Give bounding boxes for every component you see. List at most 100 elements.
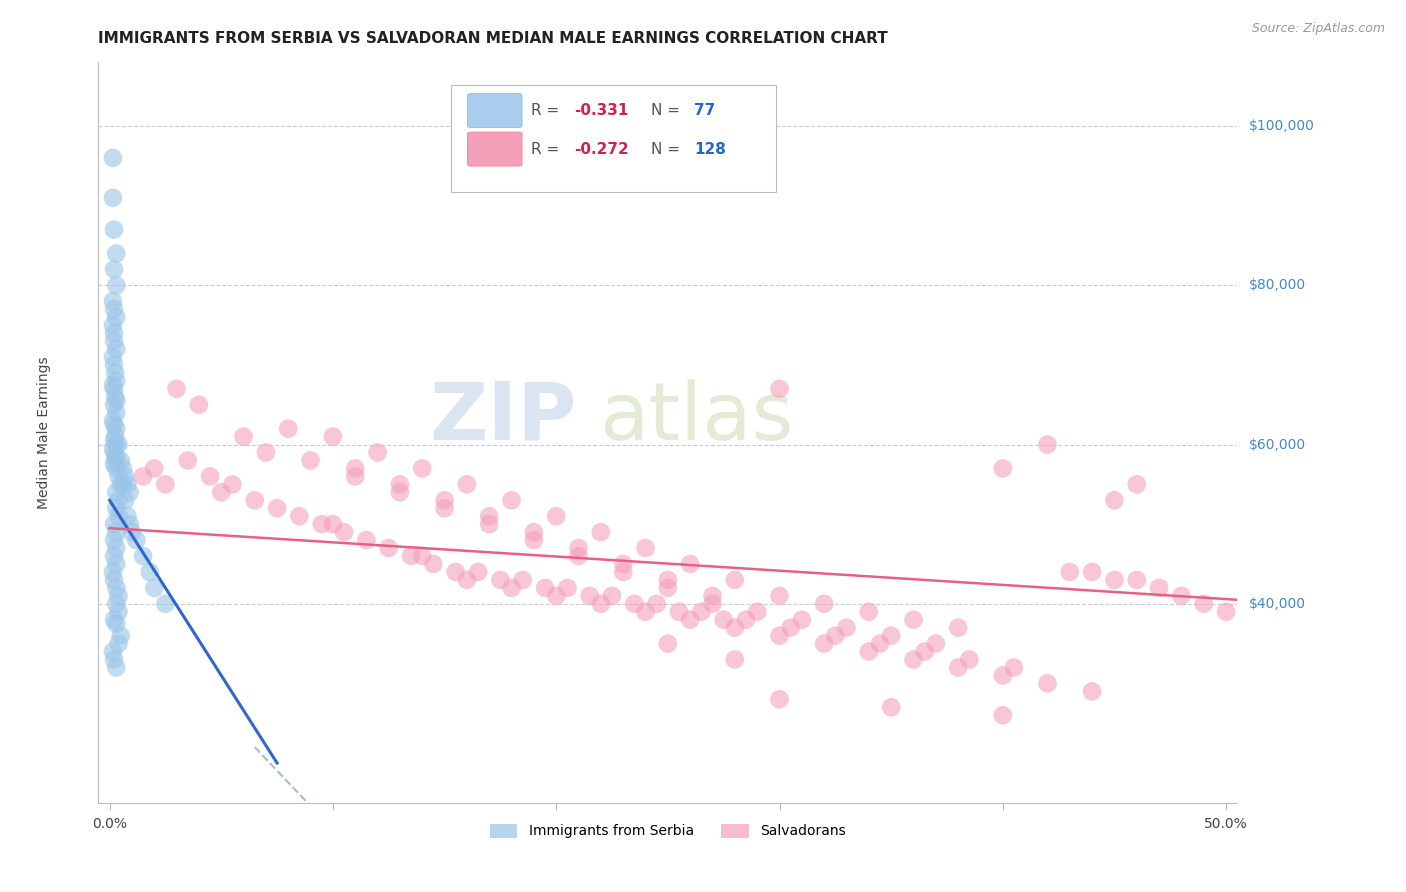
Point (111, 461, 134, 475)
Point (713, 613, 735, 627)
Point (101, 350, 124, 364)
Point (813, 637, 835, 651)
Point (110, 453, 132, 467)
Point (125, 533, 148, 547)
Point (1036, 437, 1059, 451)
Point (105, 406, 128, 420)
Text: N =: N = (651, 103, 685, 118)
Point (103, 417, 125, 432)
Text: -0.331: -0.331 (575, 103, 628, 118)
Point (107, 493, 129, 508)
Point (679, 613, 702, 627)
Point (557, 581, 579, 595)
Point (623, 597, 645, 611)
Point (166, 382, 188, 396)
Point (925, 637, 948, 651)
Point (567, 541, 589, 555)
Point (478, 509, 501, 524)
Point (903, 613, 925, 627)
Point (724, 621, 747, 635)
Point (104, 390, 127, 404)
Point (103, 549, 125, 563)
Point (177, 453, 200, 467)
Point (101, 565, 124, 579)
Text: ZIP: ZIP (429, 379, 576, 457)
Point (198, 469, 221, 483)
Point (991, 461, 1014, 475)
Text: $40,000: $40,000 (1249, 597, 1305, 611)
Point (132, 469, 155, 483)
Point (105, 342, 128, 356)
Point (433, 493, 456, 508)
Point (101, 318, 124, 333)
Point (117, 509, 139, 524)
Point (589, 597, 612, 611)
Point (1081, 565, 1104, 579)
Point (105, 374, 128, 388)
Point (107, 589, 129, 603)
Point (779, 621, 801, 635)
Point (243, 493, 266, 508)
Point (103, 222, 125, 236)
Point (377, 541, 399, 555)
Point (114, 469, 136, 483)
Text: R =: R = (531, 103, 564, 118)
Point (768, 692, 790, 706)
Point (690, 605, 713, 619)
Point (101, 294, 124, 309)
Text: Source: ZipAtlas.com: Source: ZipAtlas.com (1251, 22, 1385, 36)
Point (105, 616, 128, 631)
Point (254, 445, 277, 459)
Point (1104, 573, 1126, 587)
Point (105, 485, 128, 500)
Point (103, 613, 125, 627)
Point (790, 613, 813, 627)
Point (356, 533, 378, 547)
Point (105, 581, 128, 595)
Text: 128: 128 (695, 142, 725, 157)
Point (209, 485, 232, 500)
Point (344, 461, 367, 475)
Point (311, 517, 333, 532)
Point (869, 637, 891, 651)
Point (103, 398, 125, 412)
Point (657, 581, 679, 595)
Point (105, 278, 128, 293)
Text: IMMIGRANTS FROM SERBIA VS SALVADORAN MEDIAN MALE EARNINGS CORRELATION CHART: IMMIGRANTS FROM SERBIA VS SALVADORAN MED… (98, 31, 889, 46)
Point (103, 302, 125, 317)
Point (111, 477, 134, 491)
Point (1002, 660, 1025, 674)
Point (880, 700, 903, 714)
Point (110, 477, 132, 491)
Point (813, 597, 835, 611)
Text: -0.272: -0.272 (575, 142, 630, 157)
Point (724, 573, 747, 587)
Point (118, 517, 141, 532)
Point (155, 597, 177, 611)
Point (634, 541, 657, 555)
Point (589, 525, 612, 540)
Point (946, 660, 969, 674)
Point (107, 605, 129, 619)
Point (107, 469, 129, 483)
Point (277, 422, 299, 436)
Point (612, 565, 634, 579)
Point (103, 458, 125, 472)
Point (411, 461, 433, 475)
Point (399, 549, 422, 563)
Point (105, 525, 128, 540)
Point (155, 477, 177, 491)
Point (645, 597, 668, 611)
Point (103, 334, 125, 348)
Point (114, 493, 136, 508)
Point (104, 429, 127, 443)
Point (600, 589, 623, 603)
FancyBboxPatch shape (467, 132, 522, 166)
Point (187, 398, 209, 412)
Point (266, 501, 288, 516)
Point (103, 445, 125, 459)
Point (489, 573, 512, 587)
Point (1081, 684, 1104, 698)
Point (724, 652, 747, 666)
Point (103, 262, 125, 277)
